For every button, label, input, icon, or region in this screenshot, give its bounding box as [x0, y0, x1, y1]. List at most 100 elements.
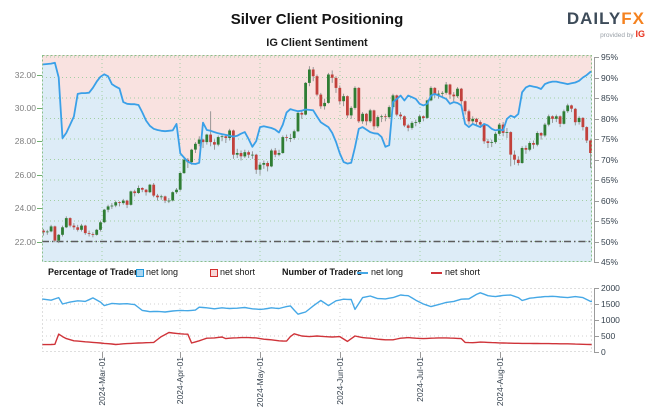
count-axis-tick — [594, 352, 599, 353]
legend-net-short-label: net short — [220, 267, 256, 277]
candle-down — [532, 143, 535, 145]
count-axis-tick — [594, 304, 599, 305]
candle-down — [315, 76, 319, 95]
candle-down — [478, 122, 482, 125]
candle-up — [49, 226, 53, 232]
count-axis-tick — [594, 288, 599, 289]
count-axis-label: 2000 — [601, 283, 620, 293]
number-of-traders-chart — [42, 288, 592, 352]
candle-down — [406, 125, 410, 128]
candle-down — [91, 234, 95, 235]
candle-up — [577, 117, 581, 123]
pct-axis-label: 95% — [601, 52, 619, 62]
candle-up — [258, 164, 262, 170]
candle-up — [376, 117, 380, 127]
candle-up — [159, 196, 163, 198]
candle-down — [509, 132, 513, 155]
candle-up — [64, 218, 68, 228]
count-axis-label: 1000 — [601, 315, 620, 325]
candle-down — [551, 116, 554, 119]
candle-up — [251, 154, 254, 156]
net-long-area — [42, 62, 592, 262]
legend-num-short-label: net short — [445, 267, 481, 277]
candle-up — [535, 133, 539, 145]
candle-up — [228, 130, 231, 138]
candle-down — [558, 116, 562, 124]
date-axis-tick — [500, 352, 501, 358]
candle-down — [273, 150, 277, 155]
candle-down — [133, 191, 137, 194]
dailyfx-logo: DAILYFX provided by IG — [567, 10, 645, 40]
price-axis-tick — [37, 74, 42, 76]
candle-down — [516, 159, 520, 163]
legend-pct-group-label: Percentage of Traders — [48, 267, 143, 277]
candle-up — [121, 200, 125, 204]
candle-down — [213, 142, 216, 145]
date-axis-tick — [180, 352, 181, 358]
candle-up — [543, 124, 547, 136]
date-axis-tick — [260, 352, 261, 358]
count-axis-label: 500 — [601, 331, 616, 341]
candle-up — [323, 102, 326, 107]
count-axis-tick — [594, 320, 599, 321]
candle-down — [87, 233, 91, 234]
num-net-short-line — [42, 331, 592, 346]
candle-down — [422, 116, 425, 118]
legend-num-long-label: net long — [371, 267, 404, 277]
page-title: Silver Client Positioning — [230, 11, 404, 28]
candle-up — [414, 122, 418, 123]
pct-axis-label: 75% — [601, 134, 619, 144]
candle-up — [562, 111, 566, 124]
pct-axis-tick — [594, 180, 599, 181]
candle-down — [319, 94, 323, 107]
candle-down — [53, 226, 57, 241]
candle-up — [137, 188, 140, 193]
candle-up — [190, 149, 193, 163]
legend-count-group-label: Number of Traders — [282, 267, 363, 277]
candle-up — [437, 93, 440, 95]
candle-up — [520, 148, 524, 163]
candle-up — [277, 153, 281, 155]
candle-up — [61, 227, 64, 235]
pct-axis-label: 90% — [601, 72, 619, 83]
candle-up — [243, 152, 247, 157]
pct-net-long-line — [42, 61, 592, 165]
price-axis-tick — [37, 107, 42, 109]
candle-up — [471, 118, 475, 122]
candle-up — [490, 142, 494, 143]
candle-down — [539, 133, 543, 136]
candle-down — [300, 112, 304, 115]
candle-down — [459, 88, 463, 102]
candle-up — [178, 173, 182, 190]
candle-down — [247, 152, 250, 155]
candle-down — [357, 87, 361, 122]
candle-down — [334, 77, 338, 88]
candle-up — [114, 202, 118, 206]
pct-axis-tick — [594, 139, 599, 140]
candle-down — [232, 130, 235, 155]
candle-down — [433, 87, 437, 95]
candle-up — [167, 200, 171, 202]
candle-up — [194, 143, 197, 150]
candle-down — [125, 200, 129, 205]
candle-down — [72, 225, 76, 228]
count-axis-label: 1500 — [601, 299, 620, 309]
candle-down — [475, 118, 478, 123]
candle-up — [99, 222, 102, 230]
candle-down — [467, 111, 471, 122]
ig-logo: IG — [635, 29, 645, 39]
pct-axis-label: 45% — [601, 257, 619, 267]
pct-axis-tick — [594, 159, 599, 161]
legend-net-short-area-swatch — [210, 269, 218, 277]
candle-down — [513, 154, 516, 160]
provided-by-ig: provided by IG — [600, 29, 645, 39]
price-axis-label: 22.00 — [14, 236, 36, 247]
candle-down — [163, 196, 167, 201]
candle-down — [589, 140, 592, 153]
candle-up — [304, 82, 307, 115]
candle-up — [148, 184, 152, 193]
candle-down — [463, 101, 467, 112]
candle-up — [308, 69, 311, 83]
dailyfx-logo-text: DAILYFX — [566, 9, 645, 28]
candle-down — [486, 141, 490, 143]
